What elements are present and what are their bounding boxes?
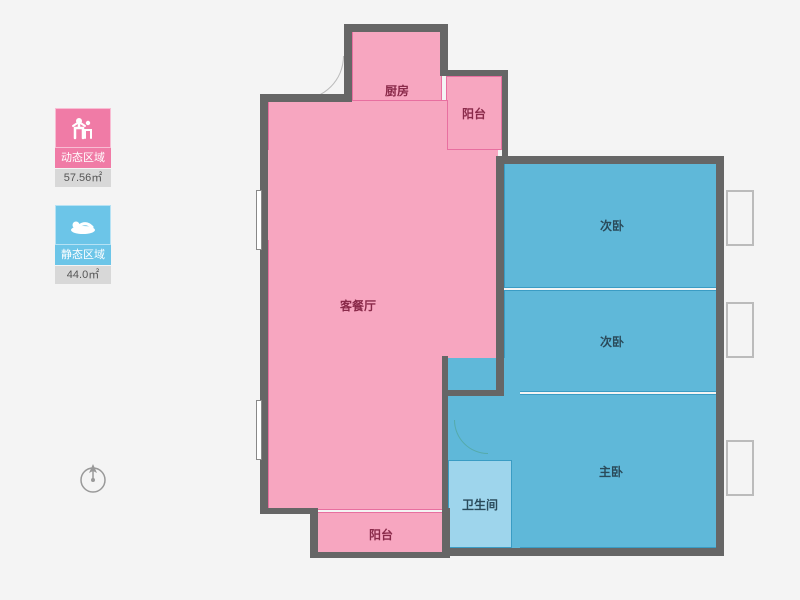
wall-seg xyxy=(502,156,724,164)
room-label-kitchen: 厨房 xyxy=(385,82,409,99)
legend: 动态区域 57.56㎡ 静态区域 44.0㎡ xyxy=(55,108,115,302)
wall-seg xyxy=(344,24,444,32)
wall-seg xyxy=(442,390,504,396)
balcony-extension xyxy=(726,440,754,496)
room-balcony-s: 阳台 xyxy=(316,512,446,556)
compass-icon xyxy=(75,460,111,501)
room-corridor xyxy=(446,228,502,358)
legend-dynamic-label: 动态区域 xyxy=(55,148,111,168)
room-balcony-n: 阳台 xyxy=(446,76,502,150)
people-icon xyxy=(55,108,111,148)
room-bed2b: 次卧 xyxy=(504,290,720,392)
room-label-master: 主卧 xyxy=(599,463,623,480)
room-master: 主卧 xyxy=(502,394,720,548)
room-bed2a: 次卧 xyxy=(504,162,720,288)
wall-seg xyxy=(502,70,508,158)
wall-seg xyxy=(310,552,450,558)
wall-seg xyxy=(444,548,724,556)
legend-static: 静态区域 44.0㎡ xyxy=(55,205,115,284)
wall-seg xyxy=(716,156,724,552)
legend-static-value: 44.0㎡ xyxy=(55,266,111,284)
legend-dynamic: 动态区域 57.56㎡ xyxy=(55,108,115,187)
room-bath2: 卫生间 xyxy=(448,460,512,548)
room-label-balcony-s: 阳台 xyxy=(369,526,393,543)
room-label-bed2b: 次卧 xyxy=(600,333,624,350)
legend-dynamic-value: 57.56㎡ xyxy=(55,169,111,187)
room-label-bed2a: 次卧 xyxy=(600,217,624,234)
sleep-icon xyxy=(55,205,111,245)
wall-seg xyxy=(260,94,350,102)
wall-seg xyxy=(440,70,508,76)
wall-seg xyxy=(442,508,450,554)
room-label-balcony-n: 阳台 xyxy=(462,105,486,122)
wall-seg xyxy=(442,356,448,514)
room-label-living: 客餐厅 xyxy=(340,297,376,314)
wall-seg xyxy=(440,24,448,74)
balcony-extension xyxy=(726,190,754,246)
wall-seg xyxy=(496,156,504,396)
window-marker xyxy=(256,400,262,460)
room-living-ext xyxy=(268,150,498,240)
legend-static-label: 静态区域 xyxy=(55,245,111,265)
floorplan: 厨房阳台卫生间客餐厅次卧次卧主卧卫生间阳台 xyxy=(260,20,750,580)
wall-seg xyxy=(310,508,318,558)
wall-seg xyxy=(260,508,316,514)
balcony-extension xyxy=(726,302,754,358)
window-marker xyxy=(256,190,262,250)
wall-seg xyxy=(344,24,352,102)
room-label-bath2: 卫生间 xyxy=(462,496,498,513)
